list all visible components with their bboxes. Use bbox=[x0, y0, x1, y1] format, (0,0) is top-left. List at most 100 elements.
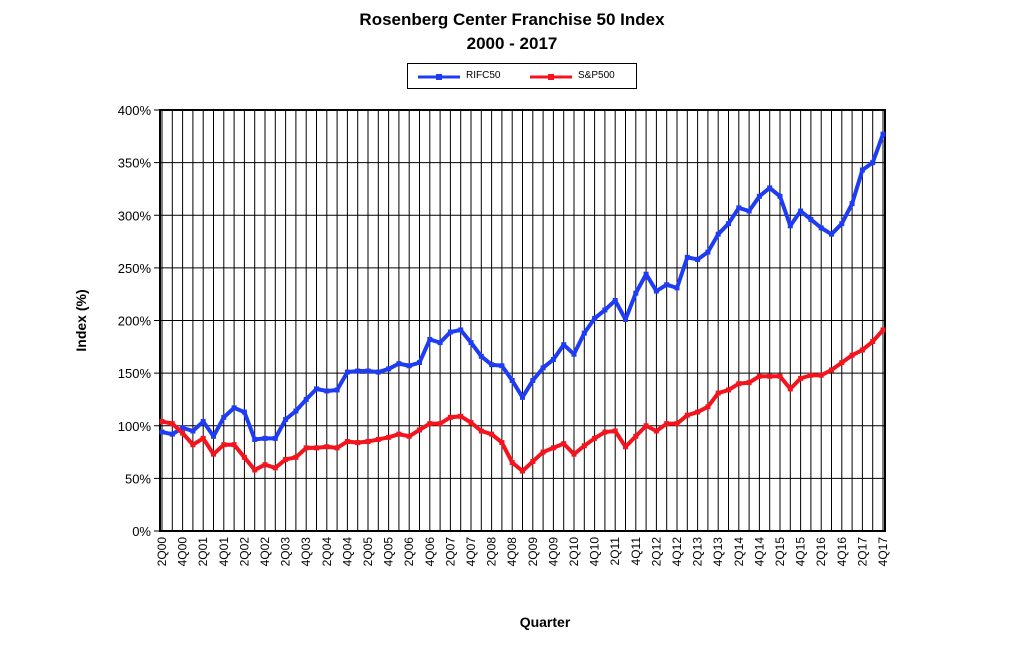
x-tick-label: 2Q13 bbox=[691, 537, 705, 567]
x-tick-label: 4Q14 bbox=[752, 537, 766, 567]
data-point-sp500 bbox=[880, 327, 886, 333]
y-tick-label: 150% bbox=[118, 366, 152, 381]
data-point-sp500 bbox=[231, 442, 237, 448]
data-point-rifc50 bbox=[478, 353, 484, 359]
y-tick-label: 200% bbox=[118, 314, 152, 329]
data-point-rifc50 bbox=[849, 201, 855, 207]
data-point-rifc50 bbox=[468, 340, 474, 346]
data-point-sp500 bbox=[818, 372, 824, 378]
data-point-sp500 bbox=[746, 380, 752, 386]
y-axis-label: Index (%) bbox=[73, 289, 89, 351]
series-sp500 bbox=[159, 327, 886, 474]
plot-border bbox=[159, 109, 886, 532]
data-point-sp500 bbox=[417, 427, 422, 433]
legend-swatch-rifc50 bbox=[418, 74, 460, 80]
x-tick-label: 2Q11 bbox=[608, 537, 622, 566]
data-point-rifc50 bbox=[592, 315, 598, 321]
gridlines bbox=[160, 109, 885, 532]
y-tick-label: 100% bbox=[118, 419, 152, 434]
x-tick-label: 2Q05 bbox=[361, 537, 375, 567]
x-tick-label: 2Q07 bbox=[443, 537, 457, 567]
data-point-sp500 bbox=[777, 373, 783, 379]
data-point-sp500 bbox=[715, 390, 721, 396]
data-point-rifc50 bbox=[324, 388, 330, 394]
data-point-rifc50 bbox=[509, 377, 515, 383]
data-point-sp500 bbox=[221, 442, 227, 448]
data-point-rifc50 bbox=[252, 436, 258, 442]
data-point-rifc50 bbox=[427, 336, 433, 342]
data-point-sp500 bbox=[468, 420, 474, 426]
x-tick-label: 2Q17 bbox=[855, 537, 869, 567]
data-point-rifc50 bbox=[643, 271, 649, 277]
data-point-rifc50 bbox=[344, 369, 350, 375]
data-point-sp500 bbox=[695, 409, 701, 415]
data-point-sp500 bbox=[870, 339, 876, 345]
data-point-sp500 bbox=[839, 360, 845, 366]
data-point-sp500 bbox=[283, 456, 289, 462]
y-tick-label: 300% bbox=[118, 208, 152, 223]
data-point-sp500 bbox=[169, 421, 175, 427]
data-point-sp500 bbox=[602, 429, 608, 435]
x-tick-label: 4Q10 bbox=[588, 537, 602, 567]
data-point-sp500 bbox=[705, 404, 711, 410]
data-point-rifc50 bbox=[520, 394, 525, 400]
data-point-rifc50 bbox=[550, 356, 556, 362]
data-point-sp500 bbox=[767, 373, 773, 379]
data-point-rifc50 bbox=[489, 362, 495, 368]
data-point-sp500 bbox=[520, 468, 525, 474]
data-point-rifc50 bbox=[602, 307, 608, 313]
data-point-sp500 bbox=[303, 445, 309, 451]
data-point-sp500 bbox=[458, 413, 464, 419]
data-point-sp500 bbox=[581, 443, 587, 449]
data-point-sp500 bbox=[396, 431, 402, 437]
x-tick-label: 2Q06 bbox=[402, 537, 416, 567]
data-point-rifc50 bbox=[396, 361, 402, 367]
data-point-rifc50 bbox=[293, 408, 299, 414]
data-point-rifc50 bbox=[798, 208, 804, 214]
data-point-sp500 bbox=[571, 451, 577, 457]
x-tick-label: 4Q08 bbox=[505, 537, 519, 567]
data-point-rifc50 bbox=[334, 387, 340, 393]
series-rifc50 bbox=[159, 131, 886, 442]
data-point-rifc50 bbox=[581, 330, 587, 336]
data-point-rifc50 bbox=[736, 205, 742, 211]
data-point-rifc50 bbox=[623, 316, 628, 322]
data-point-sp500 bbox=[633, 433, 639, 439]
data-point-sp500 bbox=[530, 459, 536, 465]
data-point-rifc50 bbox=[705, 249, 711, 255]
x-tick-label: 4Q12 bbox=[670, 537, 684, 567]
data-point-sp500 bbox=[664, 421, 670, 427]
data-point-sp500 bbox=[489, 431, 495, 437]
data-point-rifc50 bbox=[241, 409, 247, 415]
data-point-sp500 bbox=[262, 462, 268, 468]
data-point-rifc50 bbox=[231, 405, 237, 411]
data-point-sp500 bbox=[211, 451, 216, 457]
x-tick-label: 4Q02 bbox=[258, 537, 272, 567]
data-point-rifc50 bbox=[417, 360, 422, 366]
data-point-rifc50 bbox=[612, 298, 618, 304]
x-tick-label: 4Q00 bbox=[176, 537, 190, 567]
x-tick-label: 4Q11 bbox=[629, 537, 643, 566]
data-point-rifc50 bbox=[406, 363, 412, 369]
data-point-rifc50 bbox=[314, 386, 319, 392]
x-tick-label: 4Q04 bbox=[340, 537, 354, 567]
data-point-rifc50 bbox=[540, 365, 546, 371]
data-point-rifc50 bbox=[159, 429, 165, 435]
data-point-sp500 bbox=[509, 460, 515, 466]
y-tick-label: 0% bbox=[132, 524, 151, 539]
x-tick-label: 2Q15 bbox=[773, 537, 787, 567]
data-point-sp500 bbox=[592, 435, 598, 441]
data-point-sp500 bbox=[272, 465, 278, 471]
data-point-sp500 bbox=[798, 375, 804, 381]
y-tick-label: 250% bbox=[118, 261, 152, 276]
data-point-sp500 bbox=[447, 414, 453, 420]
data-point-sp500 bbox=[200, 435, 206, 441]
data-point-sp500 bbox=[859, 347, 865, 353]
data-point-sp500 bbox=[159, 419, 165, 425]
data-point-sp500 bbox=[375, 436, 381, 442]
data-point-rifc50 bbox=[355, 368, 361, 374]
x-tick-label: 2Q01 bbox=[196, 537, 210, 567]
data-point-sp500 bbox=[478, 428, 484, 434]
data-point-sp500 bbox=[653, 428, 659, 434]
data-point-rifc50 bbox=[561, 342, 567, 348]
